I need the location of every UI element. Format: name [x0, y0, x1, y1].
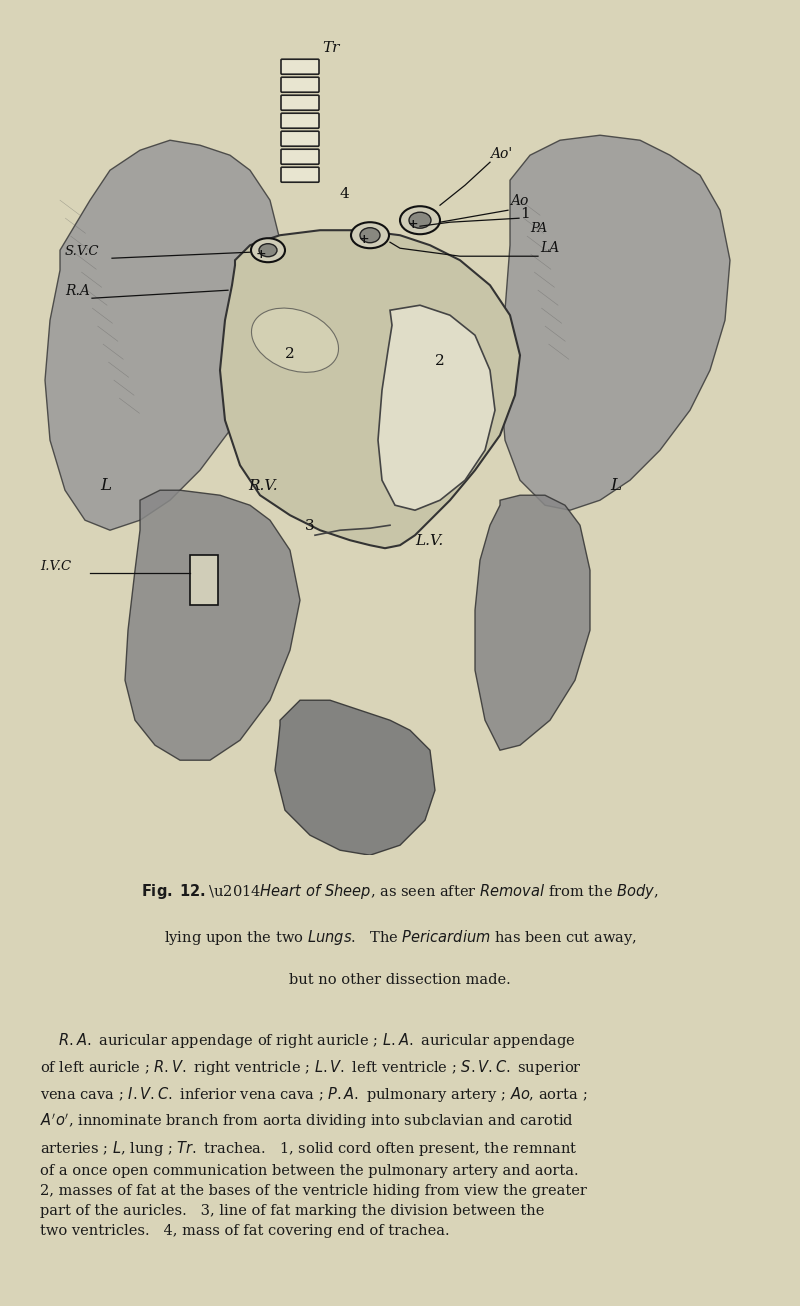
Polygon shape	[125, 490, 300, 760]
Text: Ao': Ao'	[490, 148, 512, 161]
FancyBboxPatch shape	[281, 95, 319, 110]
Text: 2: 2	[435, 354, 445, 368]
Text: +: +	[256, 248, 266, 261]
Text: +: +	[408, 218, 418, 231]
FancyBboxPatch shape	[281, 59, 319, 74]
Text: Tr: Tr	[322, 42, 339, 55]
Polygon shape	[275, 700, 435, 855]
Text: PA: PA	[530, 222, 547, 235]
Text: $\mathit{R.A.}$ auricular appendage of right auricle ; $\mathit{L.A.}$ auricular: $\mathit{R.A.}$ auricular appendage of r…	[40, 1032, 587, 1238]
Ellipse shape	[251, 238, 285, 263]
Ellipse shape	[360, 227, 380, 243]
Text: L.V.: L.V.	[415, 534, 443, 549]
Text: 4: 4	[340, 187, 350, 201]
Polygon shape	[378, 306, 495, 511]
FancyBboxPatch shape	[281, 77, 319, 93]
Text: LA: LA	[540, 242, 559, 255]
Ellipse shape	[400, 206, 440, 234]
Polygon shape	[45, 140, 285, 530]
FancyBboxPatch shape	[281, 131, 319, 146]
Text: 1: 1	[520, 208, 530, 221]
Ellipse shape	[351, 222, 389, 248]
FancyBboxPatch shape	[281, 114, 319, 128]
Text: +: +	[359, 234, 370, 247]
Text: R.V.: R.V.	[248, 479, 278, 494]
Text: 2: 2	[285, 347, 294, 362]
Text: R.A: R.A	[65, 285, 90, 298]
Polygon shape	[220, 230, 520, 549]
Text: but no other dissection made.: but no other dissection made.	[289, 973, 511, 986]
Ellipse shape	[395, 326, 465, 383]
Polygon shape	[500, 136, 730, 511]
Text: L: L	[610, 477, 621, 494]
Text: 3: 3	[305, 520, 314, 533]
Text: lying upon the two $\mathit{Lungs}$.   The $\mathit{Pericardium}$ has been cut a: lying upon the two $\mathit{Lungs}$. The…	[163, 927, 637, 947]
Text: Ao: Ao	[510, 195, 528, 208]
FancyBboxPatch shape	[281, 149, 319, 165]
Ellipse shape	[259, 244, 277, 257]
Text: L: L	[100, 477, 111, 494]
Ellipse shape	[409, 212, 431, 229]
Text: $\mathbf{Fig.\ 12.}$\u2014$\mathit{Heart\ of\ Sheep}$, as seen after $\mathit{Re: $\mathbf{Fig.\ 12.}$\u2014$\mathit{Heart…	[141, 883, 659, 901]
Text: I.V.C: I.V.C	[40, 560, 71, 573]
Text: S.V.C: S.V.C	[65, 246, 99, 259]
Ellipse shape	[251, 308, 338, 372]
Bar	[190, 555, 218, 605]
FancyBboxPatch shape	[281, 167, 319, 183]
Polygon shape	[475, 495, 590, 750]
